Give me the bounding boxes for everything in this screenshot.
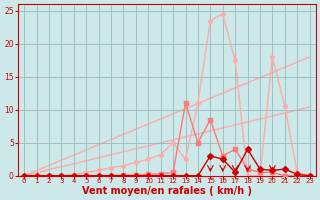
X-axis label: Vent moyen/en rafales ( km/h ): Vent moyen/en rafales ( km/h ) <box>82 186 252 196</box>
